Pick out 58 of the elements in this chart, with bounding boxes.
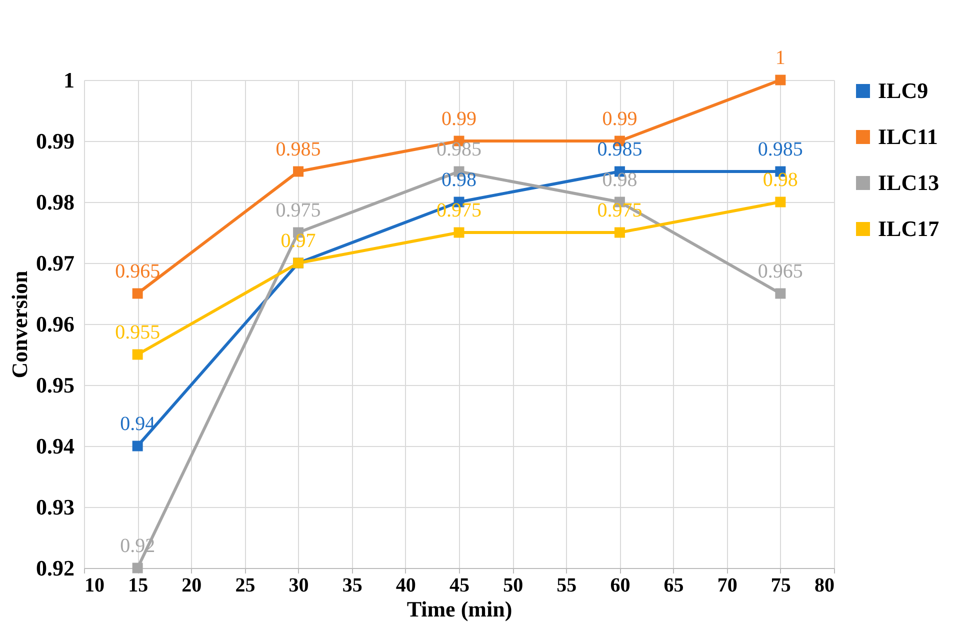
y-tick-label: 0.95 [36, 372, 74, 398]
data-label: 0.985 [597, 138, 642, 160]
point [775, 74, 786, 86]
data-label: 0.965 [758, 260, 803, 282]
legend-label: ILC9 [878, 78, 928, 103]
y-axis-title: Conversion [7, 270, 32, 378]
x-tick-label: 50 [503, 574, 524, 596]
data-label: 0.975 [436, 200, 482, 222]
x-tick-label: 40 [396, 574, 416, 596]
y-tick-label: 1 [64, 68, 74, 92]
x-tick-label: 80 [814, 574, 834, 596]
data-label: 0.98 [602, 169, 638, 191]
x-tick-label: 20 [182, 574, 202, 596]
data-label: 0.99 [602, 108, 638, 130]
y-tick-label: 0.98 [36, 190, 74, 214]
point [775, 196, 786, 208]
x-axis-title: Time (min) [406, 596, 512, 622]
x-tick-label: 55 [556, 574, 577, 596]
data-label: 0.98 [442, 169, 476, 191]
x-tick-label: 35 [342, 574, 362, 596]
data-label: 0.985 [276, 138, 321, 160]
data-label: 0.985 [758, 138, 803, 160]
data-label: 0.985 [436, 138, 482, 160]
x-tick-label: 45 [450, 574, 470, 596]
x-tick-label: 30 [288, 574, 309, 596]
point [132, 349, 143, 360]
y-tick-label: 0.94 [36, 434, 74, 458]
data-label: 0.975 [597, 200, 642, 222]
y-tick-label: 0.92 [36, 556, 74, 580]
data-label: 0.98 [762, 169, 798, 191]
x-tick-label: 15 [128, 574, 148, 596]
data-label: 0.99 [442, 108, 476, 130]
y-tick-label: 0.96 [36, 312, 74, 336]
data-label: 0.97 [280, 230, 316, 252]
x-tick-label: 25 [235, 574, 256, 596]
x-tick-label: 75 [770, 574, 791, 596]
point [132, 440, 143, 452]
point [132, 288, 143, 299]
data-label: 0.94 [120, 413, 156, 435]
legend-label: ILC17 [878, 216, 940, 241]
y-tick-label: 0.93 [36, 494, 74, 520]
x-tick-label: 10 [84, 574, 104, 596]
point [614, 227, 625, 238]
data-label: 0.955 [115, 322, 160, 344]
x-tick-label: 70 [717, 574, 738, 596]
x-tick-label: 65 [664, 574, 684, 596]
point [775, 288, 786, 299]
point [293, 166, 304, 177]
data-label: 0.975 [276, 200, 321, 222]
y-tick-label: 0.99 [36, 128, 74, 154]
data-label: 1 [775, 47, 786, 69]
legend-label: ILC11 [878, 124, 938, 149]
point [454, 227, 464, 238]
x-tick-label: 60 [610, 574, 630, 596]
point [132, 562, 143, 574]
legend-label: ILC13 [878, 170, 940, 195]
y-tick-label: 0.97 [36, 250, 74, 276]
data-label: 0.965 [115, 260, 160, 282]
